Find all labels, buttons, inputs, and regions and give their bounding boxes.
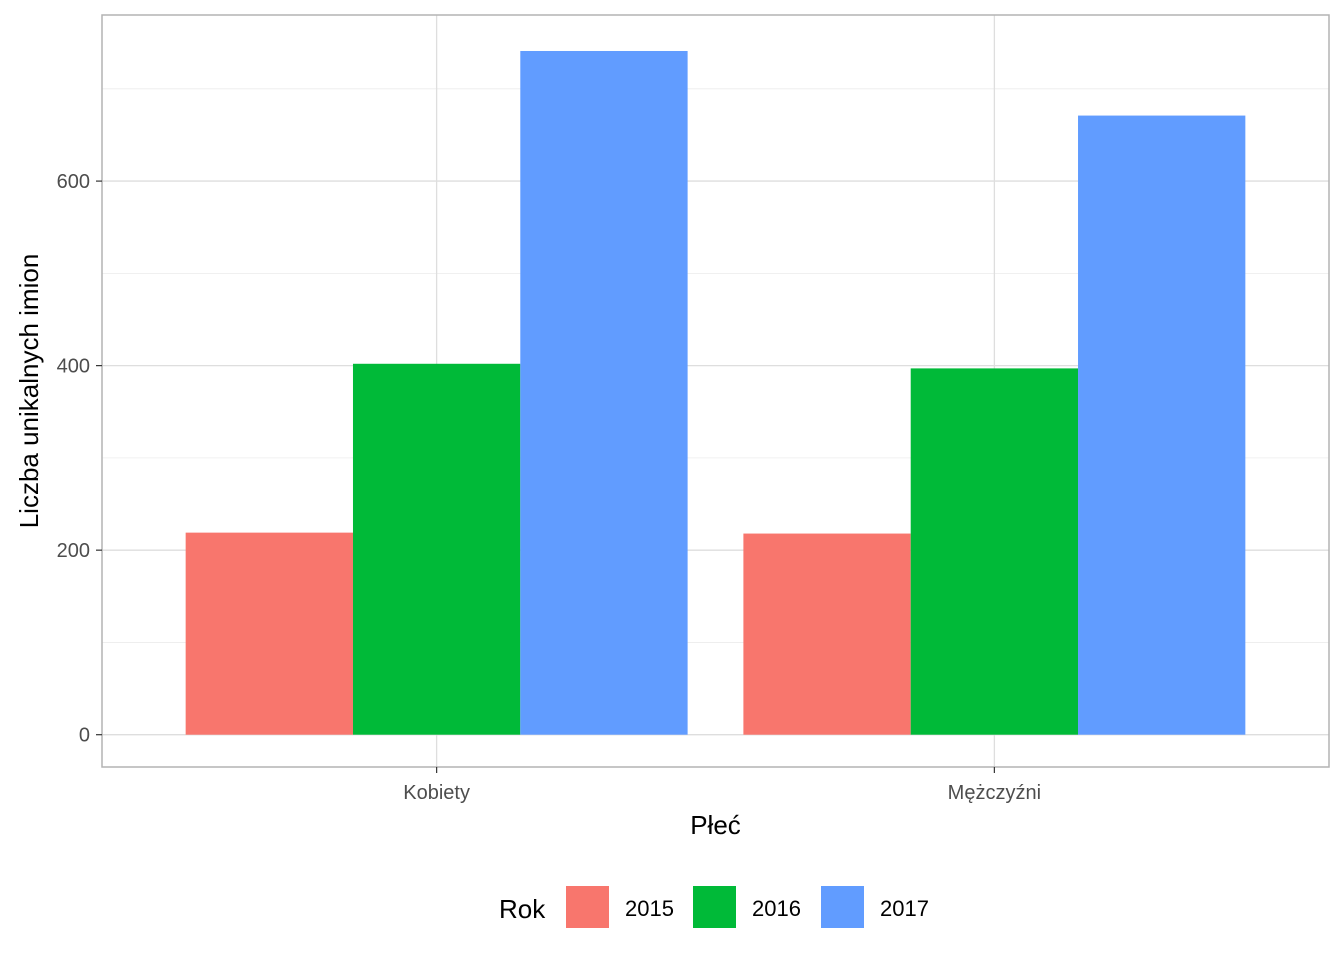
y-tick-label: 600 (57, 171, 90, 193)
bars (185, 50, 1246, 735)
legend-key-2016 (693, 886, 736, 928)
legend-key-2017 (821, 886, 864, 928)
legend-key-2015 (566, 886, 609, 928)
legend: Rok 2015 2016 2017 (499, 886, 929, 928)
bar-2015-0 (185, 532, 353, 735)
y-axis-title: Liczba unikalnych imion (14, 254, 44, 529)
bar-2015-1 (743, 533, 911, 735)
bar-2016-1 (910, 368, 1079, 735)
y-tick-label: 400 (57, 356, 90, 378)
y-tick-label: 0 (79, 725, 90, 747)
bar-2017-0 (520, 50, 688, 735)
x-axis-title: Płeć (690, 810, 741, 840)
x-tick-label: Kobiety (403, 782, 470, 804)
legend-label-2017: 2017 (880, 896, 929, 921)
bar-2017-1 (1078, 115, 1246, 735)
y-tick-label: 200 (57, 540, 90, 562)
panel-border (101, 14, 1330, 768)
axes: 0 200 400 600 Kobiety Mężczyźni (57, 171, 1041, 804)
bar-2016-0 (352, 363, 521, 735)
legend-label-2015: 2015 (625, 896, 674, 921)
legend-label-2016: 2016 (752, 896, 801, 921)
x-tick-label: Mężczyźni (948, 782, 1041, 804)
legend-title: Rok (499, 894, 546, 924)
